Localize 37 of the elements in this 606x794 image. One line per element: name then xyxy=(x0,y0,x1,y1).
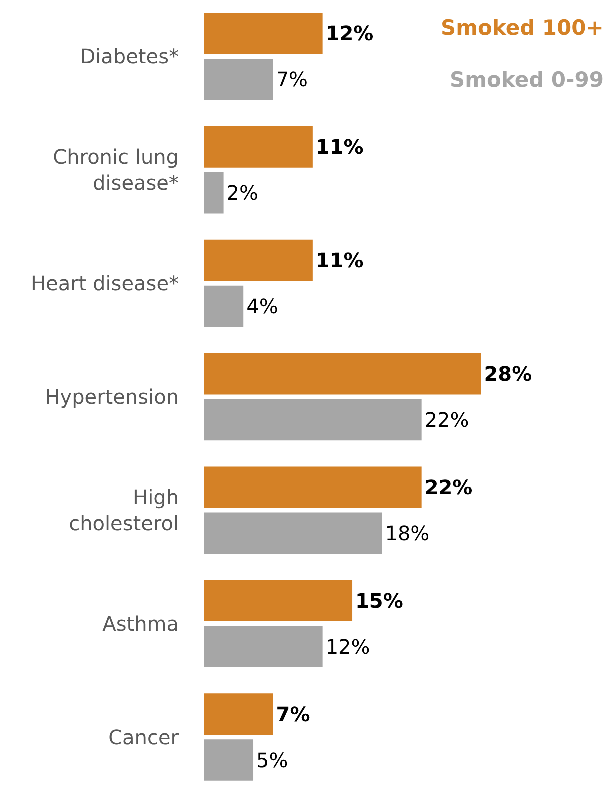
y-tick-label: Heart disease* xyxy=(31,272,179,296)
bar xyxy=(204,13,323,54)
bar xyxy=(204,580,353,622)
text: Smoked 0-99 xyxy=(450,68,604,92)
y-tick-label: Hypertension xyxy=(45,385,179,409)
y-tick-label: Asthma xyxy=(102,612,179,636)
data-label: 15% xyxy=(356,588,404,613)
data-label: 28% xyxy=(484,362,532,386)
y-tick-label: Chronic lung disease* xyxy=(53,145,179,196)
text: Smoked 100+ xyxy=(441,16,604,40)
data-label: 2% xyxy=(226,181,259,206)
data-label: 12% xyxy=(326,634,370,659)
data-label: 18% xyxy=(385,521,430,546)
bar xyxy=(204,466,422,508)
data-label: 7% xyxy=(276,702,310,726)
data-label: 22% xyxy=(424,408,470,432)
data-label: 11% xyxy=(316,248,364,273)
bar xyxy=(204,399,422,441)
bar xyxy=(204,694,274,735)
data-label: 5% xyxy=(256,748,288,772)
bar xyxy=(204,126,313,168)
bar xyxy=(204,740,254,781)
bar xyxy=(204,286,244,328)
y-tick-label: High cholesterol xyxy=(69,485,179,536)
bar xyxy=(204,353,482,395)
data-label: 4% xyxy=(246,294,278,319)
bar xyxy=(204,512,382,554)
bar xyxy=(204,626,323,668)
bar xyxy=(204,172,224,214)
data-label: 22% xyxy=(424,475,473,500)
data-label: 11% xyxy=(316,135,364,160)
data-label: 12% xyxy=(326,22,374,46)
data-label: 7% xyxy=(276,68,308,92)
bar xyxy=(204,240,313,282)
y-tick-label: Cancer xyxy=(108,725,180,750)
bar xyxy=(204,59,274,100)
y-tick-label: Diabetes* xyxy=(80,44,179,69)
